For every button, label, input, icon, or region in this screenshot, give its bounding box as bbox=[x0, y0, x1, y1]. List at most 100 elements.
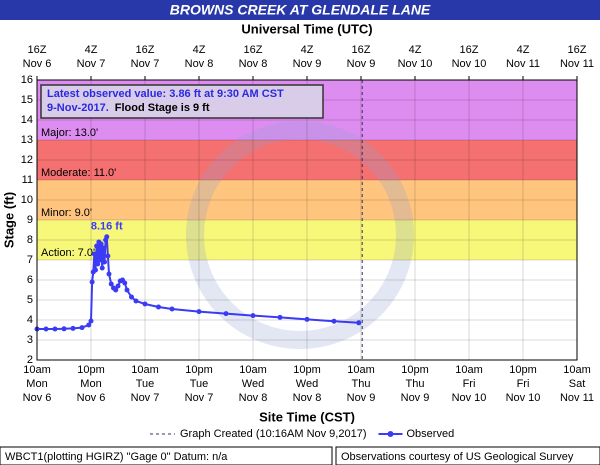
data-point bbox=[124, 287, 130, 293]
top-tick-label: 16Z bbox=[460, 44, 479, 56]
data-point bbox=[104, 234, 110, 240]
x-tick-label: 10pm bbox=[293, 364, 321, 376]
x-tick-label: Thu bbox=[352, 378, 371, 390]
top-tick-label: Nov 11 bbox=[506, 58, 540, 70]
y-tick-label: 5 bbox=[27, 294, 33, 306]
x-tick-label: 10pm bbox=[77, 364, 105, 376]
data-point bbox=[94, 243, 100, 249]
data-point bbox=[43, 326, 49, 332]
data-point bbox=[100, 245, 106, 251]
data-point bbox=[95, 261, 101, 267]
top-tick-label: 4Z bbox=[193, 44, 206, 56]
data-point bbox=[133, 298, 139, 304]
x-tick-label: Fri bbox=[517, 378, 530, 390]
x-tick-label: Nov 11 bbox=[560, 392, 594, 404]
data-point bbox=[105, 253, 111, 259]
x-tick-label: Fri bbox=[463, 378, 476, 390]
peak-label: 8.16 ft bbox=[91, 221, 123, 233]
stage-label: Minor: 9.0' bbox=[41, 207, 92, 219]
legend-swatch bbox=[387, 431, 394, 437]
x-tick-label: Mon bbox=[80, 378, 101, 390]
x-tick-label: 10am bbox=[239, 364, 267, 376]
x-tick-label: 10pm bbox=[401, 364, 429, 376]
info-line: Flood Stage is 9 ft bbox=[115, 102, 210, 114]
data-point bbox=[223, 311, 229, 317]
data-point bbox=[86, 322, 92, 328]
top-tick-label: Nov 10 bbox=[452, 58, 487, 70]
x-axis-label: Site Time (CST) bbox=[259, 409, 355, 424]
y-tick-label: 10 bbox=[21, 194, 33, 206]
x-tick-label: Tue bbox=[136, 378, 155, 390]
top-tick-label: Nov 6 bbox=[23, 58, 52, 70]
top-tick-label: 4Z bbox=[409, 44, 422, 56]
top-tick-label: 16Z bbox=[136, 44, 155, 56]
x-tick-label: 10am bbox=[563, 364, 591, 376]
data-point bbox=[61, 326, 67, 332]
chart-title: BROWNS CREEK AT GLENDALE LANE bbox=[170, 2, 431, 18]
data-point bbox=[89, 279, 95, 285]
info-line: 9-Nov-2017. bbox=[47, 102, 109, 114]
x-tick-label: Wed bbox=[242, 378, 264, 390]
y-tick-label: 4 bbox=[27, 314, 33, 326]
x-tick-label: 10pm bbox=[509, 364, 537, 376]
y-tick-label: 8 bbox=[27, 234, 33, 246]
x-tick-label: Nov 9 bbox=[347, 392, 376, 404]
data-point bbox=[156, 304, 161, 310]
x-tick-label: Mon bbox=[26, 378, 47, 390]
top-tick-label: Nov 10 bbox=[398, 58, 433, 70]
y-tick-label: 6 bbox=[27, 274, 33, 286]
stage-label: Major: 13.0' bbox=[41, 127, 98, 139]
stage-band bbox=[37, 180, 577, 220]
x-tick-label: 10am bbox=[347, 364, 375, 376]
top-tick-label: 4Z bbox=[301, 44, 314, 56]
x-tick-label: Nov 6 bbox=[23, 392, 52, 404]
x-tick-label: 10am bbox=[455, 364, 483, 376]
top-axis-label: Universal Time (UTC) bbox=[241, 21, 372, 36]
data-point bbox=[196, 309, 202, 315]
top-tick-label: Nov 9 bbox=[347, 58, 376, 70]
y-tick-label: 11 bbox=[22, 174, 33, 186]
y-tick-label: 14 bbox=[21, 114, 33, 126]
data-point bbox=[97, 257, 103, 263]
info-line: Latest observed value: 3.86 ft at 9:30 A… bbox=[47, 88, 284, 100]
plot-area: Action: 7.0' Minor: 9.0' Moderate: 11.0' Ma… bbox=[34, 79, 578, 361]
x-tick-label: Tue bbox=[190, 378, 209, 390]
y-tick-label: 15 bbox=[21, 94, 33, 106]
top-tick-label: Nov 8 bbox=[185, 58, 214, 70]
data-point bbox=[129, 294, 134, 300]
x-tick-label: Nov 7 bbox=[131, 392, 160, 404]
data-point bbox=[91, 251, 97, 257]
stage-band bbox=[37, 220, 577, 260]
data-point bbox=[52, 326, 58, 332]
data-point bbox=[169, 306, 175, 312]
data-point bbox=[277, 314, 283, 320]
top-tick-label: 16Z bbox=[28, 44, 47, 56]
data-point bbox=[142, 301, 148, 307]
data-point bbox=[99, 265, 105, 271]
legend-label: Observed bbox=[407, 428, 455, 440]
y-tick-label: 2 bbox=[27, 354, 33, 366]
data-point bbox=[93, 267, 98, 273]
stage-label: Moderate: 11.0' bbox=[41, 167, 116, 179]
data-point bbox=[115, 283, 121, 289]
x-tick-label: Thu bbox=[406, 378, 425, 390]
data-point bbox=[98, 241, 104, 247]
footer-box bbox=[335, 446, 600, 465]
top-tick-label: Nov 7 bbox=[131, 58, 160, 70]
data-point bbox=[79, 325, 85, 331]
footer-right: Observations courtesy of US Geological S… bbox=[341, 451, 574, 463]
x-tick-label: 10am bbox=[131, 364, 159, 376]
top-tick-label: 16Z bbox=[568, 44, 587, 56]
data-point bbox=[70, 325, 76, 331]
data-point bbox=[113, 287, 119, 293]
footer-left: WBCT1(plotting HGIRZ) "Gage 0" Datum: n/… bbox=[5, 451, 228, 463]
data-point bbox=[304, 316, 310, 322]
y-tick-label: 13 bbox=[21, 134, 33, 146]
data-point bbox=[88, 318, 94, 324]
data-point bbox=[356, 320, 362, 326]
watermark bbox=[186, 121, 414, 349]
x-tick-label: Nov 7 bbox=[185, 392, 214, 404]
top-tick-label: 16Z bbox=[244, 44, 263, 56]
y-tick-label: 7 bbox=[27, 254, 33, 266]
